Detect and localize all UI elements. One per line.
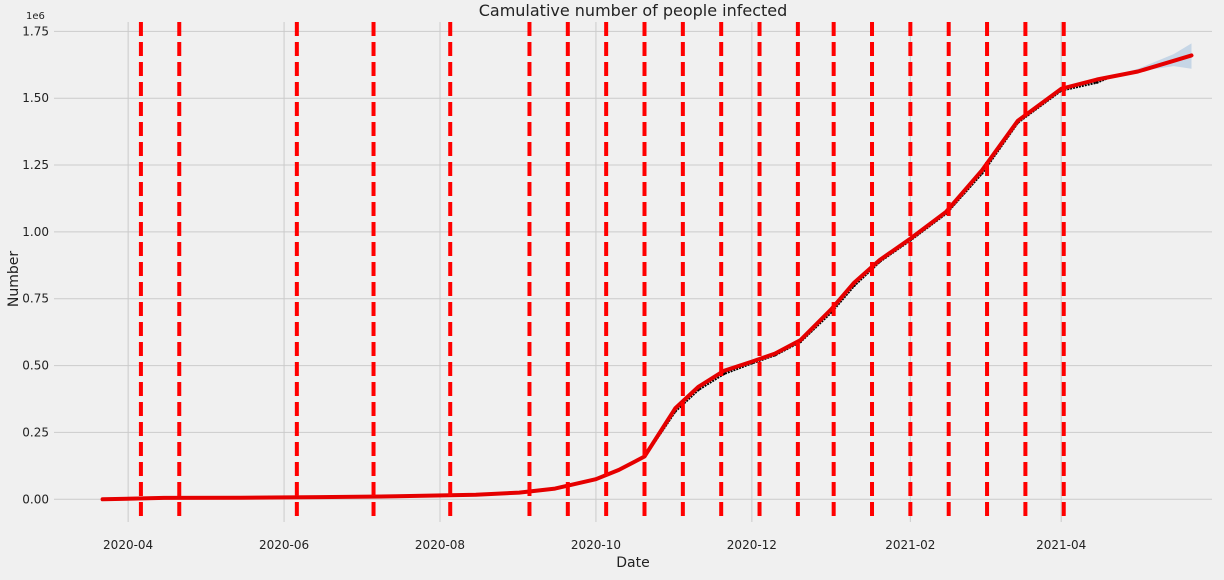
y-tick-labels: 0.00 0.25 0.50 0.75 1.00 1.25 1.50 1.75 <box>22 24 49 506</box>
y-tick-label: 0.50 <box>22 359 49 373</box>
chart-title: Camulative number of people infected <box>479 1 788 20</box>
x-tick-label: 2021-02 <box>885 538 935 552</box>
uncertainty-band <box>1061 43 1192 89</box>
x-tick-label: 2020-06 <box>259 538 309 552</box>
y-tick-label: 0.00 <box>22 492 49 506</box>
uncertainty-band-layer <box>1061 43 1192 89</box>
x-tick-labels: 2020-04 2020-06 2020-08 2020-10 2020-12 2021-… <box>103 538 1086 552</box>
y-tick-label: 0.75 <box>22 292 49 306</box>
y-tick-label: 0.25 <box>22 425 49 439</box>
y-tick-label: 1.50 <box>22 91 49 105</box>
changepoint-lines <box>138 22 1066 522</box>
x-tick-label: 2021-04 <box>1036 538 1086 552</box>
x-tick-label: 2020-12 <box>727 538 777 552</box>
x-tick-label: 2020-10 <box>571 538 621 552</box>
y-scale-label: 1e6 <box>26 11 45 22</box>
y-tick-label: 1.00 <box>22 225 49 239</box>
x-tick-label: 2020-08 <box>415 538 465 552</box>
y-axis-label: Number <box>6 251 22 307</box>
y-tick-label: 1.25 <box>22 158 49 172</box>
x-tick-label: 2020-04 <box>103 538 153 552</box>
x-axis-label: Date <box>616 555 649 571</box>
y-tick-label: 1.75 <box>22 24 49 38</box>
